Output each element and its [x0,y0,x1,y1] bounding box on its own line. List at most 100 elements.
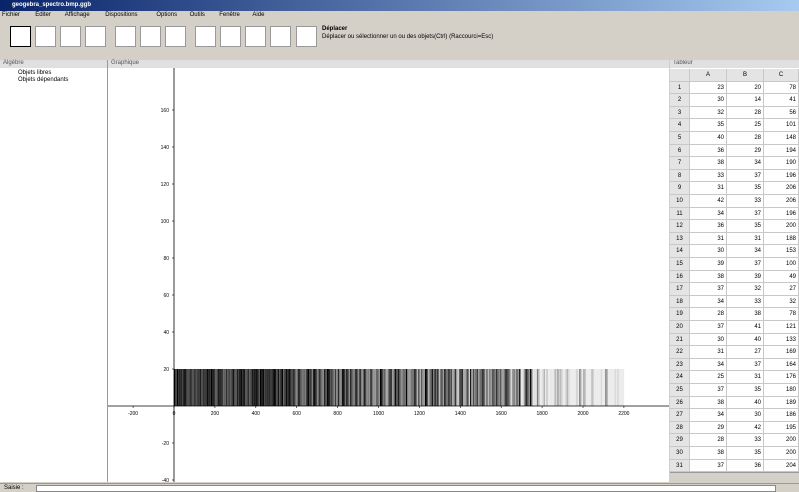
tool-button[interactable] [10,26,31,47]
cell[interactable]: 34 [690,359,727,372]
cell[interactable]: 40 [690,132,727,145]
cell[interactable]: 38 [690,397,727,410]
cell[interactable]: 148 [764,132,799,145]
cell[interactable]: 78 [764,82,799,95]
cell[interactable]: 25 [727,119,764,132]
cell[interactable]: 40 [727,397,764,410]
cell[interactable]: 34 [690,409,727,422]
cell[interactable]: 121 [764,321,799,334]
cell[interactable]: 30 [690,245,727,258]
cell[interactable]: 78 [764,308,799,321]
cell[interactable]: 36 [690,145,727,158]
row-header[interactable]: 27 [670,409,690,422]
row-header[interactable]: 19 [670,308,690,321]
cell[interactable]: 29 [727,145,764,158]
cell[interactable]: 30 [690,94,727,107]
cell[interactable]: 27 [764,283,799,296]
cell[interactable]: 36 [690,220,727,233]
cell[interactable]: 169 [764,346,799,359]
row-header[interactable]: 25 [670,384,690,397]
menu-item[interactable]: Affichage [65,12,90,18]
row-header[interactable]: 9 [670,182,690,195]
cell[interactable]: 35 [727,220,764,233]
menu-item[interactable]: Fichier [2,12,20,18]
cell[interactable]: 31 [690,346,727,359]
cell[interactable]: 206 [764,182,799,195]
cell[interactable]: 200 [764,220,799,233]
cell[interactable]: 31 [690,233,727,246]
tool-button[interactable] [195,26,216,47]
cell[interactable]: 37 [727,170,764,183]
tool-button[interactable] [140,26,161,47]
tool-button[interactable] [220,26,241,47]
column-header[interactable]: C [764,69,799,82]
row-header[interactable]: 5 [670,132,690,145]
row-header[interactable]: 20 [670,321,690,334]
cell[interactable]: 27 [727,346,764,359]
cell[interactable]: 28 [727,107,764,120]
tool-button[interactable] [60,26,81,47]
cell[interactable]: 194 [764,145,799,158]
cell[interactable]: 188 [764,233,799,246]
cell[interactable]: 186 [764,409,799,422]
cell[interactable]: 49 [764,271,799,284]
cell[interactable]: 35 [690,119,727,132]
tool-button[interactable] [115,26,136,47]
row-header[interactable]: 22 [670,346,690,359]
cell[interactable]: 32 [764,296,799,309]
cell[interactable]: 195 [764,422,799,435]
cell[interactable]: 38 [727,308,764,321]
row-header[interactable]: 16 [670,271,690,284]
cell[interactable]: 34 [727,245,764,258]
input-field[interactable] [36,485,776,492]
tree-item[interactable]: Objets dépendants [18,77,68,83]
cell[interactable]: 35 [727,182,764,195]
row-header[interactable]: 18 [670,296,690,309]
row-header[interactable]: 8 [670,170,690,183]
cell[interactable]: 153 [764,245,799,258]
cell[interactable]: 34 [690,208,727,221]
cell[interactable]: 33 [727,195,764,208]
cell[interactable]: 30 [690,334,727,347]
cell[interactable]: 33 [690,170,727,183]
cell[interactable]: 189 [764,397,799,410]
cell[interactable]: 23 [690,82,727,95]
row-header[interactable]: 10 [670,195,690,208]
cell[interactable]: 37 [690,384,727,397]
row-header[interactable]: 23 [670,359,690,372]
menu-item[interactable]: Outils [190,12,205,18]
row-header[interactable]: 14 [670,245,690,258]
tool-button[interactable] [165,26,186,47]
cell[interactable]: 31 [690,182,727,195]
cell[interactable]: 36 [727,460,764,473]
cell[interactable]: 34 [727,157,764,170]
cell[interactable]: 41 [764,94,799,107]
cell[interactable]: 37 [690,460,727,473]
row-header[interactable]: 3 [670,107,690,120]
cell[interactable]: 33 [727,434,764,447]
cell[interactable]: 164 [764,359,799,372]
column-header[interactable]: A [690,69,727,82]
cell[interactable]: 196 [764,170,799,183]
cell[interactable]: 28 [690,308,727,321]
cell[interactable]: 38 [690,447,727,460]
cell[interactable]: 35 [727,384,764,397]
cell[interactable]: 41 [727,321,764,334]
cell[interactable]: 32 [727,283,764,296]
row-header[interactable]: 7 [670,157,690,170]
tool-button[interactable] [245,26,266,47]
row-header[interactable]: 2 [670,94,690,107]
cell[interactable]: 28 [727,132,764,145]
cell[interactable]: 37 [727,258,764,271]
cell[interactable]: 38 [690,157,727,170]
menu-item[interactable]: Éditer [35,12,51,18]
tool-button[interactable] [296,26,317,47]
column-header[interactable]: B [727,69,764,82]
cell[interactable]: 38 [690,271,727,284]
cell[interactable]: 35 [727,447,764,460]
cell[interactable]: 30 [727,409,764,422]
cell[interactable]: 39 [727,271,764,284]
row-header[interactable]: 6 [670,145,690,158]
cell[interactable]: 100 [764,258,799,271]
row-header[interactable]: 13 [670,233,690,246]
